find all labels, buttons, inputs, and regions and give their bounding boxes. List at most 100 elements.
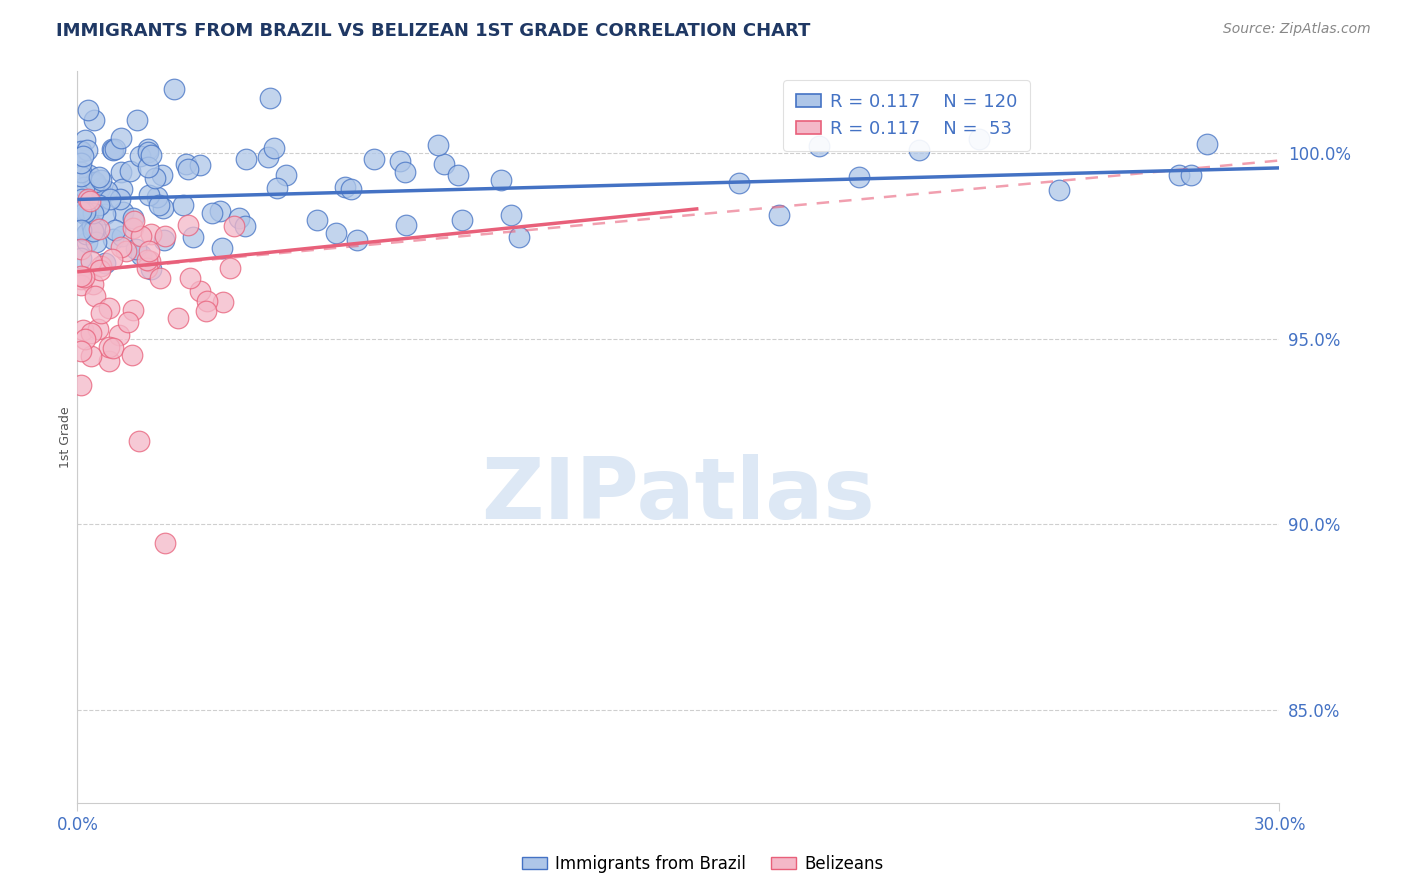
Point bbox=[97, 354, 120, 368]
Point bbox=[118, 163, 141, 178]
Point bbox=[70, 144, 93, 158]
Point bbox=[77, 169, 100, 183]
Point bbox=[87, 322, 110, 336]
Point bbox=[70, 203, 93, 218]
Point bbox=[101, 143, 124, 157]
Point bbox=[83, 113, 105, 128]
Point bbox=[433, 157, 456, 171]
Point bbox=[1168, 169, 1191, 183]
Point bbox=[138, 187, 160, 202]
Point bbox=[139, 253, 162, 268]
Point bbox=[153, 233, 176, 247]
Point bbox=[117, 315, 139, 329]
Point bbox=[395, 218, 418, 232]
Point bbox=[94, 206, 117, 220]
Point bbox=[136, 145, 159, 159]
Point bbox=[257, 150, 280, 164]
Point bbox=[79, 349, 101, 363]
Point bbox=[446, 168, 468, 182]
Point bbox=[70, 378, 93, 392]
Point bbox=[73, 204, 96, 219]
Point bbox=[70, 145, 93, 159]
Point bbox=[307, 213, 329, 227]
Point bbox=[136, 160, 159, 174]
Point bbox=[143, 170, 166, 185]
Point bbox=[121, 348, 143, 362]
Point bbox=[84, 289, 107, 303]
Point bbox=[80, 219, 103, 234]
Point bbox=[72, 202, 94, 216]
Point bbox=[101, 231, 124, 245]
Legend: R = 0.117    N = 120, R = 0.117    N =  53: R = 0.117 N = 120, R = 0.117 N = 53 bbox=[783, 80, 1031, 151]
Point bbox=[70, 343, 93, 358]
Point bbox=[129, 248, 152, 262]
Point bbox=[150, 169, 173, 183]
Point bbox=[274, 169, 297, 183]
Point bbox=[70, 272, 93, 286]
Point bbox=[70, 268, 93, 283]
Point bbox=[70, 169, 93, 184]
Point bbox=[75, 332, 97, 346]
Point bbox=[209, 204, 232, 219]
Point bbox=[967, 132, 990, 146]
Point bbox=[70, 188, 93, 202]
Point bbox=[125, 242, 148, 256]
Point bbox=[75, 133, 97, 147]
Point bbox=[101, 252, 124, 267]
Point bbox=[107, 328, 129, 343]
Point bbox=[163, 82, 186, 96]
Point bbox=[233, 219, 256, 233]
Point bbox=[177, 218, 200, 232]
Point bbox=[125, 113, 148, 128]
Point bbox=[363, 152, 385, 166]
Point bbox=[98, 301, 121, 315]
Point bbox=[70, 192, 93, 206]
Point bbox=[228, 211, 250, 226]
Point bbox=[263, 140, 285, 154]
Point bbox=[1047, 183, 1070, 197]
Point bbox=[388, 154, 411, 169]
Point bbox=[75, 227, 97, 242]
Point bbox=[148, 197, 170, 211]
Point bbox=[346, 234, 368, 248]
Point bbox=[172, 198, 194, 212]
Y-axis label: 1st Grade: 1st Grade bbox=[59, 406, 72, 468]
Point bbox=[218, 260, 240, 275]
Point bbox=[75, 207, 97, 221]
Point bbox=[195, 293, 218, 308]
Point bbox=[72, 149, 94, 163]
Point bbox=[89, 221, 111, 235]
Point bbox=[82, 205, 104, 219]
Point bbox=[97, 340, 120, 354]
Point bbox=[121, 211, 143, 226]
Point bbox=[79, 194, 101, 208]
Point bbox=[110, 131, 132, 145]
Point bbox=[80, 254, 103, 268]
Point bbox=[76, 205, 98, 219]
Point bbox=[70, 155, 93, 169]
Point bbox=[82, 224, 104, 238]
Point bbox=[83, 175, 105, 189]
Point bbox=[135, 253, 157, 268]
Point bbox=[76, 143, 98, 157]
Point bbox=[129, 228, 152, 243]
Point bbox=[499, 208, 522, 222]
Text: ZIPatlas: ZIPatlas bbox=[481, 454, 876, 537]
Point bbox=[149, 271, 172, 285]
Point bbox=[1197, 136, 1219, 151]
Point bbox=[174, 157, 197, 171]
Point bbox=[77, 192, 100, 206]
Point bbox=[807, 138, 830, 153]
Point bbox=[450, 213, 472, 227]
Point bbox=[93, 255, 115, 269]
Point bbox=[111, 229, 134, 244]
Text: Source: ZipAtlas.com: Source: ZipAtlas.com bbox=[1223, 22, 1371, 37]
Point bbox=[89, 198, 111, 212]
Point bbox=[101, 341, 124, 355]
Point bbox=[211, 241, 233, 255]
Point bbox=[212, 295, 235, 310]
Point bbox=[80, 326, 103, 340]
Point bbox=[73, 202, 96, 217]
Point bbox=[201, 206, 224, 220]
Point bbox=[340, 182, 363, 196]
